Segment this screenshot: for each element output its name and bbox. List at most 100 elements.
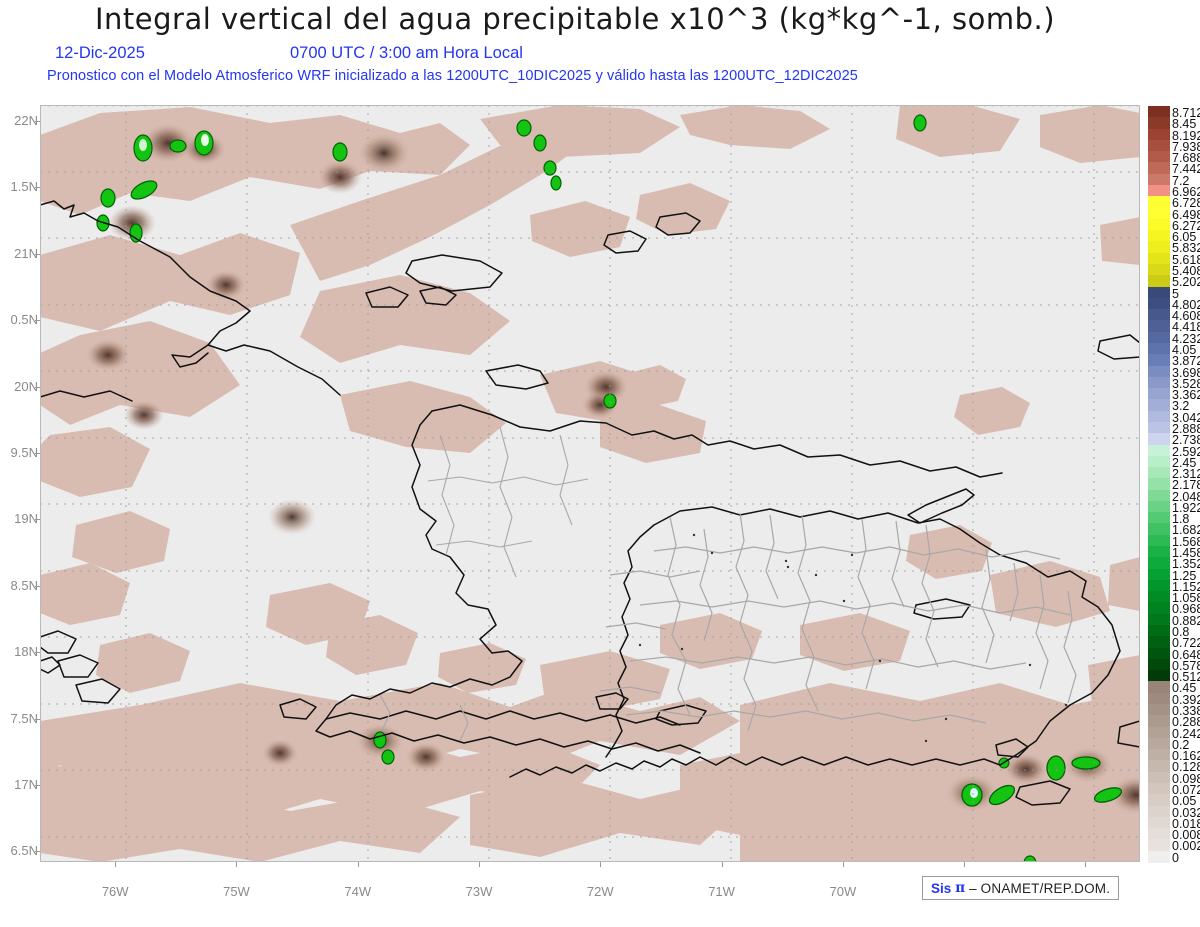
colorbar-swatch (1148, 478, 1170, 491)
colorbar-swatch (1148, 737, 1170, 750)
colorbar-tick-label: 1.8 (1172, 512, 1190, 527)
haiti-boundary-layer (379, 426, 589, 742)
colorbar-tick-label: 2.738 (1172, 433, 1200, 448)
colorbar-tick-label: 5.202 (1172, 275, 1200, 290)
colorbar-tick-label: 1.682 (1172, 523, 1200, 538)
x-tick-label: 70W (829, 884, 857, 899)
colorbar-swatch (1148, 173, 1170, 186)
colorbar-tick-label: 0.05 (1172, 794, 1197, 809)
map-canvas (40, 105, 1140, 862)
colorbar-swatch (1148, 704, 1170, 716)
colorbar-swatch (1148, 139, 1170, 152)
colorbar-swatch (1148, 591, 1170, 604)
y-tick-mark (35, 519, 40, 521)
colorbar-tick-label: 7.688 (1172, 151, 1200, 166)
colorbar-tick-label: 6.728 (1172, 196, 1200, 211)
colorbar-tick-label: 4.232 (1172, 331, 1200, 346)
colorbar-swatch (1148, 557, 1170, 570)
colorbar-swatch (1148, 455, 1170, 468)
coastline-layer (40, 200, 1140, 806)
forecast-date: 12-Dic-2025 (55, 44, 145, 62)
colorbar-tick-label: 0.128 (1172, 760, 1200, 775)
colorbar-tick-label: 0.242 (1172, 726, 1200, 741)
y-tick-mark (35, 718, 40, 720)
y-tick-label: 7.5N (10, 710, 38, 726)
colorbar-swatch (1148, 602, 1170, 615)
colorbar-swatch (1148, 828, 1170, 841)
colorbar-tick-label: 3.042 (1172, 410, 1200, 425)
colorbar-swatch (1148, 613, 1170, 626)
colorbar-swatch (1148, 816, 1170, 829)
colorbar-tick-label: 3.872 (1172, 354, 1200, 369)
y-tick-mark (35, 320, 40, 322)
x-tick-label: 72W (586, 884, 614, 899)
province-boundary-layer (599, 512, 1077, 732)
x-tick-mark (964, 862, 966, 867)
x-tick-mark (115, 862, 117, 867)
colorbar-swatch (1148, 546, 1170, 558)
colorbar-swatch (1148, 489, 1170, 502)
colorbar-swatch (1148, 568, 1170, 581)
city-dots-layer (638, 533, 1068, 743)
colorbar-tick-label: 1.458 (1172, 546, 1200, 561)
colorbar-tick-label: 0.578 (1172, 658, 1200, 673)
colorbar-tick-label: 0.162 (1172, 749, 1200, 764)
x-tick-mark (357, 862, 359, 867)
colorbar-swatch (1148, 207, 1170, 220)
y-tick-mark (35, 784, 40, 786)
colorbar-swatch (1148, 839, 1170, 852)
x-tick-mark (600, 862, 602, 867)
colorbar-tick-label: 3.528 (1172, 376, 1200, 391)
colorbar-tick-label: 4.05 (1172, 342, 1197, 357)
colorbar-tick-label: 0.338 (1172, 704, 1200, 719)
colorbar-swatch (1148, 241, 1170, 254)
y-tick-mark (35, 585, 40, 587)
colorbar-swatch (1148, 783, 1170, 795)
colorbar-swatch (1148, 726, 1170, 739)
colorbar-tick-label: 0.968 (1172, 602, 1200, 617)
x-tick-mark (236, 862, 238, 867)
forecast-time: 0700 UTC / 3:00 am Hora Local (290, 44, 523, 62)
colorbar-tick-label: 5.832 (1172, 241, 1200, 256)
colorbar-swatch (1148, 196, 1170, 209)
colorbar-tick-label: 0.008 (1172, 828, 1200, 843)
y-tick-label: 21N (14, 245, 38, 261)
colorbar-tick-label: 0.722 (1172, 636, 1200, 651)
colorbar-tick-label: 3.362 (1172, 388, 1200, 403)
colorbar-swatch (1148, 647, 1170, 660)
convective-maxima-layer (96, 114, 1123, 862)
x-tick-mark (721, 862, 723, 867)
colorbar-tick-label: 2.888 (1172, 421, 1200, 436)
colorbar-tick-label: 8.712 (1172, 106, 1200, 120)
colorbar-tick-label: 6.272 (1172, 218, 1200, 233)
colorbar-swatch (1148, 636, 1170, 649)
colorbar-labels: 8.712 8.45 8.192 7.938 7.688 7.442 7.2 6.962 6.7… (1172, 100, 1200, 870)
colorbar-tick-label: 1.352 (1172, 557, 1200, 572)
colorbar-swatch (1148, 184, 1170, 197)
y-tick-mark (35, 120, 40, 122)
colorbar-tick-label: 0.45 (1172, 681, 1197, 696)
x-tick-mark (1085, 862, 1087, 867)
map-plot-area[interactable] (40, 105, 1140, 862)
colorbar[interactable] (1148, 106, 1170, 863)
colorbar-tick-label: 4.418 (1172, 320, 1200, 335)
y-tick-label: 22N (14, 112, 38, 128)
colorbar-swatch (1148, 218, 1170, 231)
x-tick-label: 74W (344, 884, 372, 899)
y-tick-mark (35, 652, 40, 654)
colorbar-tick-label: 0.512 (1172, 670, 1200, 685)
colorbar-swatch (1148, 579, 1170, 592)
colorbar-swatch (1148, 162, 1170, 175)
colorbar-swatch (1148, 692, 1170, 705)
colorbar-swatch (1148, 252, 1170, 265)
logo-pi-icon: π (955, 880, 966, 896)
colorbar-swatch (1148, 771, 1170, 784)
x-tick-label: 71W (708, 884, 735, 899)
colorbar-tick-label: 0.288 (1172, 715, 1200, 730)
colorbar-swatch (1148, 433, 1170, 446)
colorbar-swatch (1148, 365, 1170, 378)
colorbar-swatch (1148, 151, 1170, 163)
logo-sis-text: Sis (931, 880, 952, 896)
colorbar-swatch (1148, 410, 1170, 423)
x-tick-mark (479, 862, 481, 867)
